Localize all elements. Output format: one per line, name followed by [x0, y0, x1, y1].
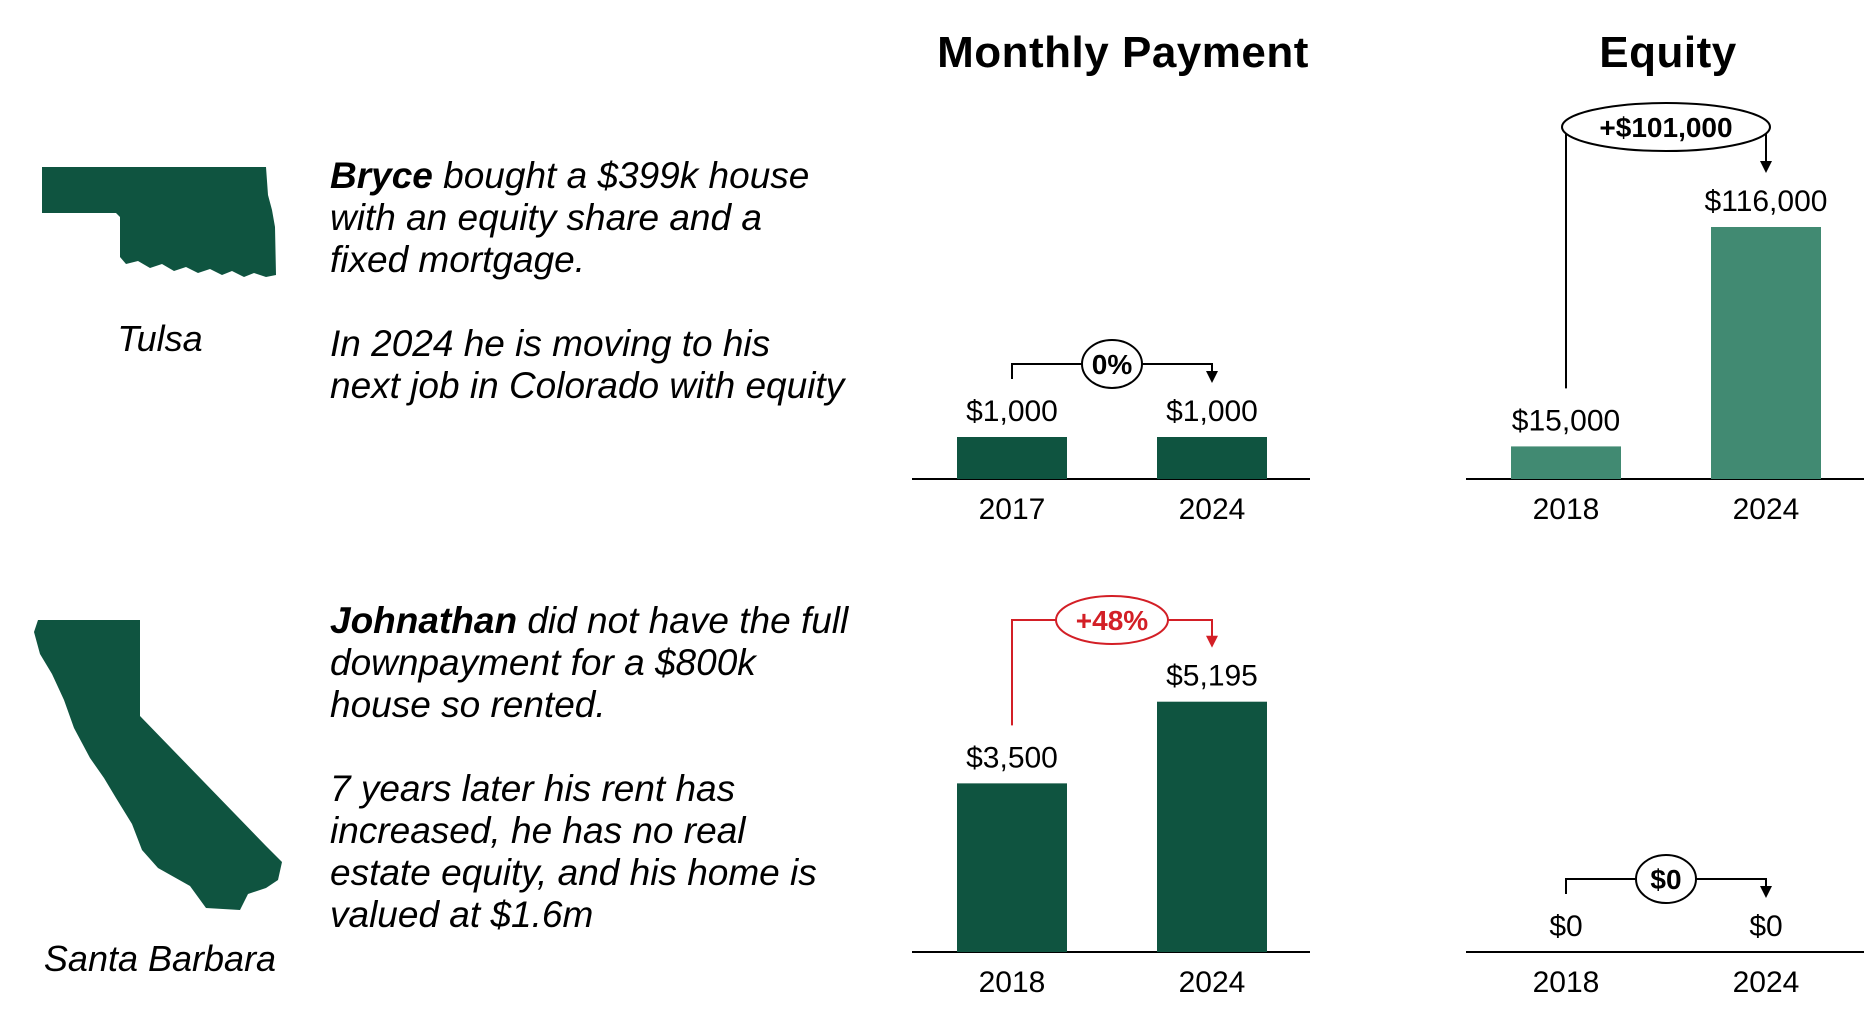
heading-monthly-payment: Monthly Payment: [937, 28, 1309, 77]
change-label: +48%: [1076, 605, 1148, 636]
change-badge: [1561, 102, 1771, 152]
story-line: In 2024 he is moving to his next job in …: [330, 323, 845, 406]
bar: [1511, 446, 1621, 479]
person-name: Bryce: [330, 155, 433, 196]
oklahoma-map-icon: [42, 167, 276, 277]
change-label: +$101,000: [1599, 112, 1732, 143]
story-johnathan: Johnathan did not have the full downpaym…: [330, 600, 850, 936]
story-line: bought a $399k house with an equity shar…: [330, 155, 810, 280]
tick-label: 2024: [1179, 966, 1246, 999]
change-label: 0%: [1092, 349, 1133, 380]
heading-equity: Equity: [1599, 28, 1737, 77]
city-label-tulsa: Tulsa: [117, 318, 203, 359]
data-label: $0: [1749, 910, 1782, 943]
tick-label: 2024: [1733, 966, 1800, 999]
bar: [1157, 437, 1267, 479]
tick-label: 2018: [979, 966, 1046, 999]
bar: [957, 783, 1067, 952]
data-label: $116,000: [1705, 185, 1828, 218]
story-line: did not have the full downpayment for a …: [330, 600, 849, 725]
data-label: $5,195: [1166, 660, 1258, 693]
tick-label: 2024: [1179, 493, 1246, 526]
data-label: $1,000: [966, 395, 1058, 428]
tick-label: 2017: [979, 493, 1046, 526]
bar: [957, 437, 1067, 479]
tick-label: 2018: [1533, 493, 1600, 526]
data-label: $3,500: [966, 741, 1058, 774]
bar: [1157, 701, 1267, 952]
change-label: $0: [1650, 864, 1681, 895]
change-bracket-right: [1696, 878, 1772, 898]
data-label: $1,000: [1166, 395, 1258, 428]
data-label: $0: [1549, 910, 1582, 943]
change-badge: [1055, 595, 1169, 645]
tick-label: 2018: [1533, 966, 1600, 999]
data-label: $15,000: [1512, 404, 1620, 437]
change-badge: [1635, 854, 1697, 904]
change-bracket-left: [1562, 126, 1567, 389]
tick-label: 2024: [1733, 493, 1800, 526]
change-badge: [1081, 339, 1143, 389]
change-bracket-left: [1011, 363, 1082, 379]
change-bracket-right: [1168, 619, 1218, 648]
city-label-santa-barbara: Santa Barbara: [43, 938, 277, 979]
change-bracket-left: [1011, 619, 1056, 726]
california-map-icon: [34, 620, 282, 910]
change-bracket-right: [1142, 363, 1218, 383]
change-bracket-left: [1565, 878, 1636, 894]
person-name: Johnathan: [330, 600, 518, 641]
story-line: 7 years later his rent has increased, he…: [330, 768, 817, 935]
story-bryce: Bryce bought a $399k house with an equit…: [330, 155, 850, 407]
bar: [1711, 227, 1821, 479]
